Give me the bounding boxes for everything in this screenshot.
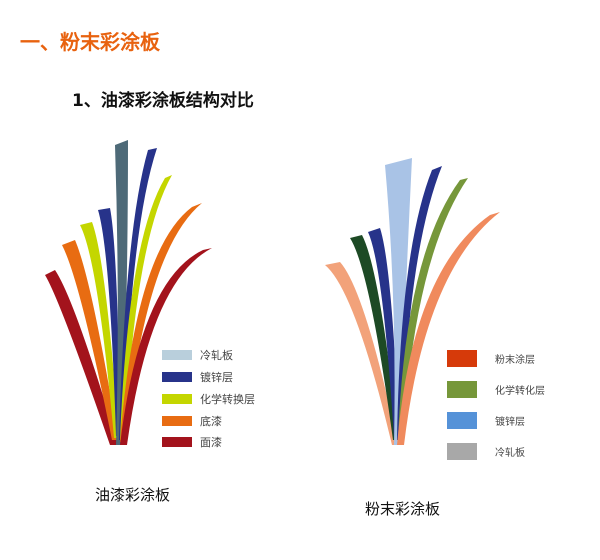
legend-label: 化学转化层	[495, 386, 545, 397]
legend-swatch	[162, 437, 192, 447]
paint-coated-fan-illustration	[45, 140, 212, 445]
legend-swatch	[447, 350, 477, 367]
paint-coated-caption: 油漆彩涂板	[95, 486, 171, 504]
powder-coated-fan-illustration	[325, 158, 500, 445]
legend-label: 镀锌层	[200, 371, 233, 384]
legend-label: 化学转换层	[200, 393, 255, 406]
legend-item: 冷轧板	[162, 347, 233, 363]
legend-swatch	[447, 381, 477, 398]
powder-coated-caption: 粉末彩涂板	[365, 500, 441, 518]
legend-item: 粉末涂层	[447, 350, 535, 367]
legend-swatch	[447, 412, 477, 429]
subsection-heading: 1、油漆彩涂板结构对比	[72, 91, 254, 111]
legend-item: 化学转换层	[162, 391, 255, 407]
legend-label: 粉末涂层	[495, 355, 535, 366]
legend-item: 底漆	[162, 413, 222, 429]
legend-item: 冷轧板	[447, 443, 525, 460]
legend-item: 面漆	[162, 434, 222, 450]
section-heading: 一、粉末彩涂板	[20, 30, 160, 54]
legend-label: 面漆	[200, 436, 222, 449]
legend-label: 冷轧板	[200, 349, 233, 362]
legend-swatch	[162, 372, 192, 382]
legend-swatch	[162, 394, 192, 404]
legend-label: 镀锌层	[495, 417, 525, 428]
legend-label: 冷轧板	[495, 448, 525, 459]
legend-swatch	[162, 350, 192, 360]
legend-label: 底漆	[200, 415, 222, 428]
legend-item: 化学转化层	[447, 381, 545, 398]
legend-swatch	[447, 443, 477, 460]
legend-item: 镀锌层	[162, 369, 233, 385]
legend-item: 镀锌层	[447, 412, 525, 429]
legend-swatch	[162, 416, 192, 426]
